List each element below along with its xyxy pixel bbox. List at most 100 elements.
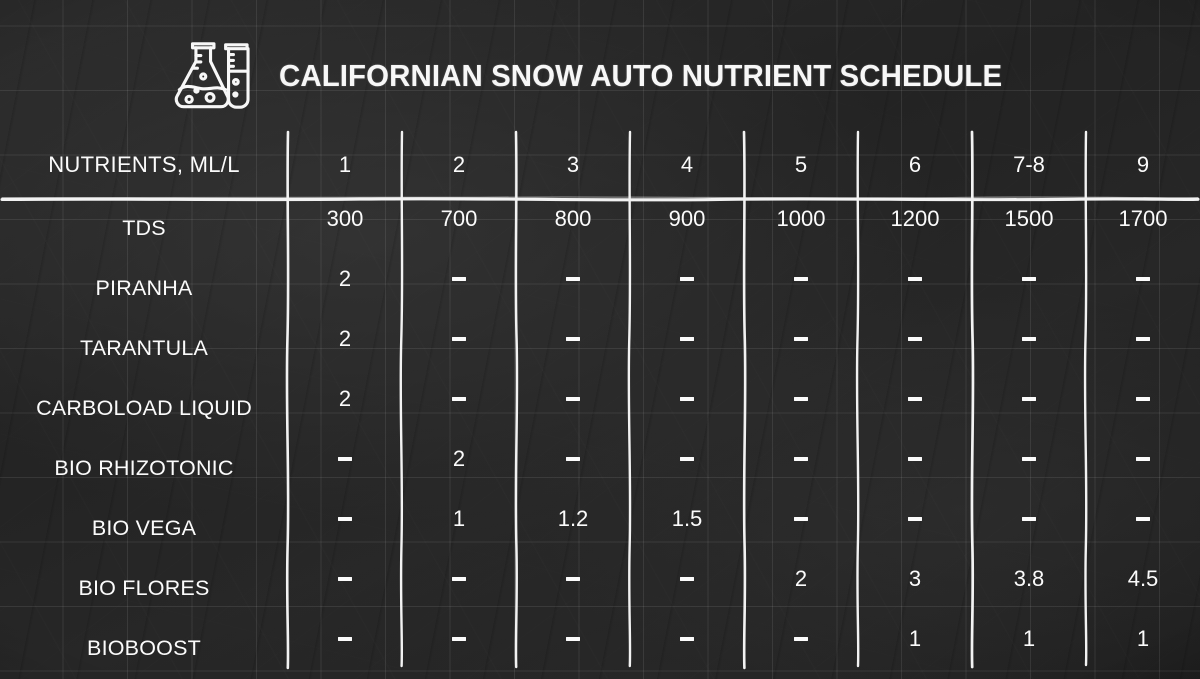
cell-bio-rhizotonic-week-3 — [516, 429, 630, 489]
cell-tds-week-1: 300 — [326, 206, 364, 231]
cell-bio-rhizotonic-week-8 — [1086, 429, 1200, 489]
cell-tds-week-2: 700 — [440, 206, 478, 231]
cell-bio-vega-week-4: 1.5 — [671, 506, 703, 531]
column-header-week-3: 3 — [566, 151, 580, 177]
cell-carboload-liquid-week-8 — [1086, 369, 1200, 429]
cell-bio-vega-week-5 — [744, 489, 858, 549]
cell-piranha-week-2 — [402, 249, 516, 309]
cell-bioboost-week-8: 1 — [1136, 626, 1150, 651]
dash-marker — [338, 457, 352, 461]
page-header: CALIFORNIAN SNOW AUTO NUTRIENT SCHEDULE — [0, 26, 1200, 126]
dash-marker — [566, 277, 580, 281]
dash-marker — [794, 337, 808, 341]
column-header-week-6: 6 — [908, 151, 922, 177]
dash-marker — [908, 277, 922, 281]
dash-marker — [566, 457, 580, 461]
cell-tarantula-week-8 — [1086, 309, 1200, 369]
cell-carboload-liquid-week-4 — [630, 369, 744, 429]
dash-marker — [680, 577, 694, 581]
cell-tds-week-8: 1700 — [1118, 206, 1168, 231]
cell-tarantula-week-3 — [516, 309, 630, 369]
cell-bio-rhizotonic-week-7 — [972, 429, 1086, 489]
cell-piranha-week-8 — [1086, 249, 1200, 309]
cell-tds-week-4: 900 — [668, 206, 706, 231]
cell-bio-rhizotonic-week-1 — [288, 429, 402, 489]
dash-marker — [680, 277, 694, 281]
dash-marker — [908, 457, 922, 461]
cell-carboload-liquid-week-5 — [744, 369, 858, 429]
dash-marker — [1022, 517, 1036, 521]
row-label-bioboost: BIOBOOST — [87, 636, 201, 661]
row-label-tds: TDS — [122, 216, 166, 241]
cell-bio-vega-week-1 — [288, 489, 402, 549]
cell-tarantula-week-5 — [744, 309, 858, 369]
dash-marker — [1022, 397, 1036, 401]
dash-marker — [566, 637, 580, 641]
dash-marker — [1136, 457, 1150, 461]
dash-marker — [680, 397, 694, 401]
cell-tarantula-week-6 — [858, 309, 972, 369]
dash-marker — [680, 457, 694, 461]
dash-marker — [908, 397, 922, 401]
flask-test-tube-icon — [171, 39, 253, 113]
cell-carboload-liquid-week-1: 2 — [338, 386, 352, 411]
cell-carboload-liquid-week-3 — [516, 369, 630, 429]
dash-marker — [908, 337, 922, 341]
cell-bio-flores-week-6: 3 — [908, 566, 922, 591]
cell-tarantula-week-4 — [630, 309, 744, 369]
cell-tds-week-5: 1000 — [776, 206, 826, 231]
cell-bio-flores-week-3 — [516, 549, 630, 609]
dash-marker — [452, 397, 466, 401]
cell-bioboost-week-5 — [744, 609, 858, 669]
cell-bio-flores-week-4 — [630, 549, 744, 609]
cell-bio-rhizotonic-week-4 — [630, 429, 744, 489]
cell-bio-vega-week-6 — [858, 489, 972, 549]
cell-bioboost-week-6: 1 — [908, 626, 922, 651]
cell-tarantula-week-1: 2 — [338, 326, 352, 351]
cell-bioboost-week-4 — [630, 609, 744, 669]
cell-tds-week-6: 1200 — [890, 206, 940, 231]
dash-marker — [566, 397, 580, 401]
dash-marker — [794, 397, 808, 401]
cell-tds-week-7: 1500 — [1004, 206, 1054, 231]
cell-tds-week-3: 800 — [554, 206, 592, 231]
cell-bio-rhizotonic-week-2: 2 — [452, 446, 466, 471]
cell-tarantula-week-7 — [972, 309, 1086, 369]
page-title: CALIFORNIAN SNOW AUTO NUTRIENT SCHEDULE — [279, 58, 1003, 93]
cell-bioboost-week-2 — [402, 609, 516, 669]
cell-bio-rhizotonic-week-6 — [858, 429, 972, 489]
dash-marker — [908, 517, 922, 521]
cell-bio-rhizotonic-week-5 — [744, 429, 858, 489]
cell-bio-flores-week-5: 2 — [794, 566, 808, 591]
cell-bio-flores-week-8: 4.5 — [1127, 566, 1159, 591]
dash-marker — [1136, 517, 1150, 521]
dash-marker — [1136, 277, 1150, 281]
cell-bio-flores-week-7: 3.8 — [1013, 566, 1045, 591]
dash-marker — [452, 637, 466, 641]
dash-marker — [338, 637, 352, 641]
dash-marker — [452, 277, 466, 281]
column-header-week-1: 1 — [338, 151, 352, 177]
dash-marker — [1136, 397, 1150, 401]
cell-carboload-liquid-week-6 — [858, 369, 972, 429]
dash-marker — [1022, 277, 1036, 281]
cell-piranha-week-7 — [972, 249, 1086, 309]
row-label-carboload-liquid: CARBOLOAD LIQUID — [36, 396, 252, 421]
dash-marker — [794, 517, 808, 521]
dash-marker — [680, 637, 694, 641]
column-header-week-7: 7-8 — [1013, 151, 1045, 177]
cell-bio-vega-week-3: 1.2 — [557, 506, 589, 531]
dash-marker — [1136, 337, 1150, 341]
cell-carboload-liquid-week-2 — [402, 369, 516, 429]
cell-carboload-liquid-week-7 — [972, 369, 1086, 429]
cell-piranha-week-4 — [630, 249, 744, 309]
dash-marker — [1022, 337, 1036, 341]
cell-bioboost-week-7: 1 — [1022, 626, 1036, 651]
cell-piranha-week-5 — [744, 249, 858, 309]
cell-piranha-week-3 — [516, 249, 630, 309]
row-label-bio-flores: BIO FLORES — [78, 576, 210, 601]
table-grid: NUTRIENTS, ML/L 1 2 3 4 5 6 7-8 9 TDS 300 700 800 900… — [0, 130, 1200, 679]
row-label-bio-rhizotonic: BIO RHIZOTONIC — [54, 456, 234, 481]
row-label-piranha: PIRANHA — [95, 276, 193, 301]
